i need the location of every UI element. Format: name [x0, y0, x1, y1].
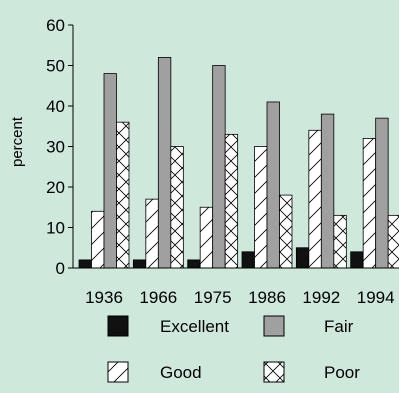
- bar-poor-1994: [387, 214, 399, 269]
- bar-excellent-1992: [295, 247, 310, 269]
- y-tick-label: 0: [56, 259, 65, 278]
- bar-good-1992: [308, 129, 322, 269]
- x-tick-label: 1992: [302, 288, 340, 307]
- legend-label-fair: Fair: [324, 317, 354, 336]
- y-tick-label: 50: [46, 57, 65, 76]
- bar-excellent-1994: [350, 251, 364, 269]
- legend-label-good: Good: [160, 363, 202, 382]
- x-tick-label: 1975: [194, 288, 232, 307]
- bar-good-1994: [362, 137, 377, 269]
- bar-excellent-1975: [187, 259, 201, 269]
- x-axis: 1936 1966 1975 1986 1992 1994: [85, 288, 394, 307]
- bar-good-1936: [91, 210, 105, 269]
- bar-fair-1992: [320, 113, 335, 269]
- bar-good-1975: [199, 206, 214, 269]
- bar-fair-1986: [266, 101, 280, 269]
- legend-label-excellent: Excellent: [160, 317, 229, 336]
- bar-poor-1936: [116, 121, 130, 269]
- y-axis-title: percent: [9, 116, 26, 167]
- bar-good-1986: [254, 146, 268, 269]
- legend-swatch-fair: [263, 315, 285, 337]
- y-tick-label: 40: [46, 97, 65, 116]
- x-tick-label: 1936: [85, 288, 123, 307]
- bar-excellent-1936: [78, 259, 92, 269]
- bar-excellent-1986: [241, 251, 255, 269]
- bar-good-1966: [145, 198, 159, 269]
- bar-fair-1975: [212, 65, 226, 269]
- legend: Excellent Fair Good Poor: [107, 315, 360, 383]
- y-axis: 0 10 20 30 40 50 60: [46, 16, 73, 278]
- bar-poor-1966: [170, 146, 184, 269]
- x-tick-label: 1966: [139, 288, 177, 307]
- bar-poor-1986: [279, 194, 293, 269]
- y-tick-label: 30: [46, 138, 65, 157]
- legend-swatch-good: [107, 361, 129, 383]
- x-tick-label: 1994: [357, 288, 395, 307]
- bar-poor-1975: [224, 133, 239, 269]
- bar-excellent-1966: [132, 259, 147, 269]
- legend-label-poor: Poor: [324, 363, 360, 382]
- legend-swatch-poor: [263, 361, 285, 383]
- x-tick-label: 1986: [248, 288, 286, 307]
- legend-swatch-excellent: [107, 315, 129, 337]
- bar-poor-1992: [333, 214, 347, 269]
- y-tick-label: 20: [46, 178, 65, 197]
- y-tick-label: 10: [46, 219, 65, 238]
- bars-group: [78, 57, 399, 269]
- bar-fair-1936: [103, 73, 117, 269]
- y-tick-label: 60: [46, 16, 65, 35]
- bar-fair-1966: [157, 57, 172, 269]
- bar-fair-1994: [375, 117, 389, 269]
